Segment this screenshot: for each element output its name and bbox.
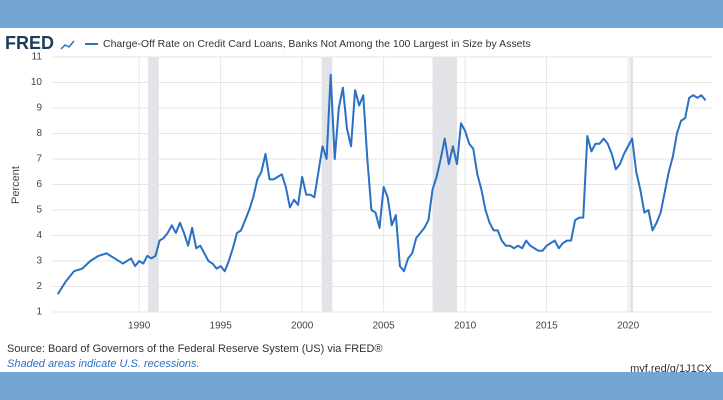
y-tick-label: 6 <box>36 179 42 190</box>
x-tick-label: 2000 <box>291 321 314 332</box>
x-tick-label: 1995 <box>210 321 233 332</box>
brand-icon <box>60 40 75 50</box>
x-tick-label: 2005 <box>373 321 396 332</box>
y-tick-label: 7 <box>36 154 42 165</box>
brand: FRED <box>5 33 54 53</box>
x-tick-label: 2010 <box>454 321 477 332</box>
panel <box>0 28 723 372</box>
note: Shaded areas indicate U.S. recessions. <box>7 358 200 370</box>
y-tick-label: 1 <box>36 307 42 318</box>
source: Source: Board of Governors of the Federa… <box>7 343 383 355</box>
y-tick-label: 8 <box>36 128 42 139</box>
line-series <box>56 73 707 295</box>
y-tick-label: 11 <box>32 52 43 63</box>
frame-bottom <box>0 372 723 400</box>
y-axis-label: Percent <box>10 166 22 204</box>
x-tick-label: 1990 <box>128 321 151 332</box>
url: myf.red/g/1J1CX <box>630 363 713 375</box>
y-tick-label: 10 <box>31 77 43 88</box>
y-tick-label: 9 <box>36 103 42 114</box>
y-tick-label: 3 <box>36 256 42 267</box>
y-tick-label: 2 <box>36 281 42 292</box>
x-tick-label: 2015 <box>535 321 558 332</box>
y-tick-label: 4 <box>36 230 42 241</box>
legend-label: Charge-Off Rate on Credit Card Loans, Ba… <box>103 38 531 50</box>
y-tick-label: 5 <box>36 205 42 216</box>
x-tick-label: 2020 <box>617 321 640 332</box>
